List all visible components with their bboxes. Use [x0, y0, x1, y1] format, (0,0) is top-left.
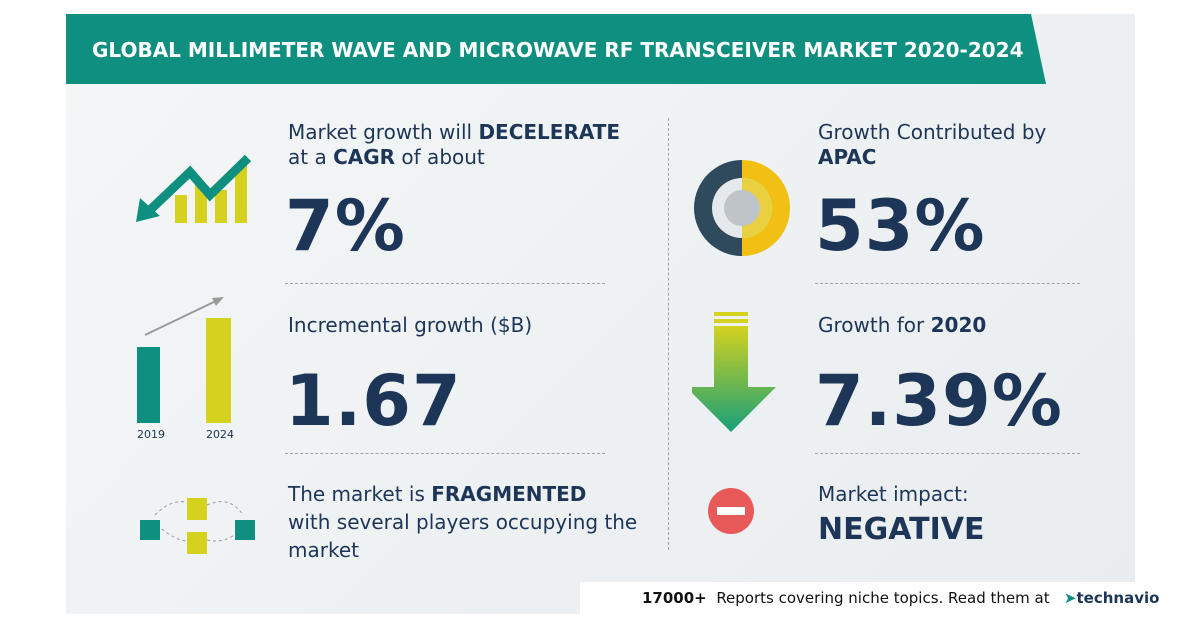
- count: 17000+: [642, 589, 707, 607]
- big-value: 1.67: [285, 360, 462, 442]
- text: market: [288, 538, 359, 562]
- big-value: 7%: [285, 185, 406, 267]
- separator: [285, 453, 605, 454]
- year-label: 2019: [137, 428, 165, 441]
- emphasis: FRAGMENTED: [431, 482, 587, 506]
- text: Market growth will: [288, 120, 473, 144]
- big-value: 7.39%: [815, 360, 1063, 442]
- text: Market impact:: [818, 482, 969, 506]
- text-line: The market is FRAGMENTED: [288, 482, 586, 506]
- year-label: 2024: [206, 428, 234, 441]
- emphasis: CAGR: [333, 145, 396, 169]
- header-band: [66, 14, 1046, 84]
- text: with several players occupying the: [288, 510, 638, 534]
- bar-icon: [137, 297, 231, 423]
- text: The market is: [288, 482, 425, 506]
- separator: [815, 453, 1080, 454]
- text: of about: [401, 145, 485, 169]
- header-title: GLOBAL MILLIMETER WAVE AND MICROWAVE RF …: [92, 38, 1024, 62]
- emphasis: APAC: [818, 145, 877, 169]
- text-line: Market growth will DECELERATE: [288, 120, 620, 144]
- divider: [668, 118, 669, 550]
- text: Reports covering niche topics. Read them…: [716, 589, 1050, 607]
- fragmented-icon: [140, 498, 255, 554]
- down-arrow-icon: [692, 312, 776, 432]
- text: at a: [288, 145, 327, 169]
- text: Growth Contributed by: [818, 120, 1047, 144]
- text-line: at a CAGR of about: [288, 145, 485, 169]
- separator: [815, 283, 1080, 284]
- text-line: Growth for 2020: [818, 313, 986, 337]
- impact-value: NEGATIVE: [818, 512, 985, 547]
- panel: [66, 14, 1135, 614]
- negative-icon: [708, 488, 754, 534]
- emphasis: 2020: [930, 313, 987, 337]
- decline-icon: [136, 154, 252, 223]
- emphasis: DECELERATE: [478, 120, 621, 144]
- footer: [580, 582, 1135, 614]
- donut-icon: [694, 160, 790, 256]
- separator: [285, 283, 605, 284]
- big-value: 53%: [815, 185, 986, 267]
- text: Incremental growth ($B): [288, 313, 533, 337]
- brand[interactable]: technavio: [1076, 589, 1160, 607]
- text: Growth for: [818, 313, 925, 337]
- footer-line: 17000+ Reports covering niche topics. Re…: [642, 589, 1160, 607]
